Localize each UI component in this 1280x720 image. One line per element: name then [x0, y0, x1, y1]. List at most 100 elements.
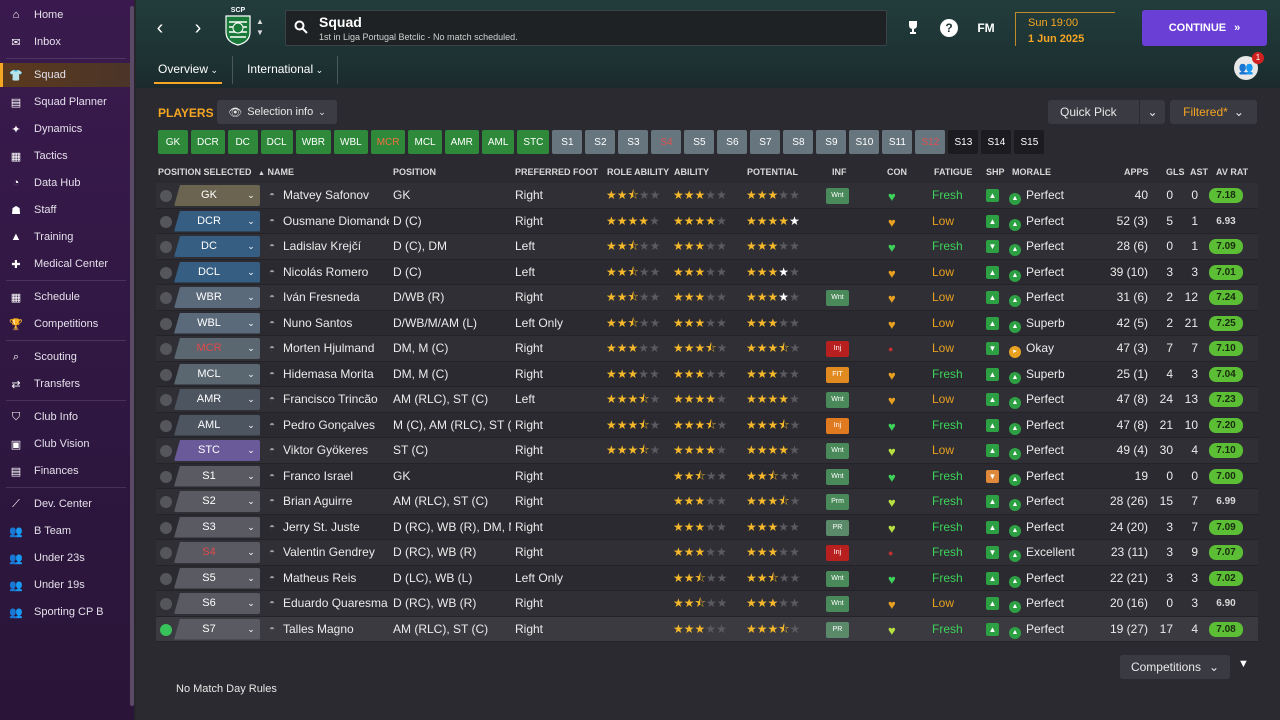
position-selected-dropdown[interactable]: MCR ⌄ [174, 338, 260, 359]
info-badge[interactable]: Wnt [826, 290, 849, 306]
sidebar-item-scouting[interactable]: ⌕ Scouting [0, 345, 130, 369]
position-selected-dropdown[interactable]: S5 ⌄ [174, 567, 260, 589]
position-selected-dropdown[interactable]: WBR ⌄ [174, 287, 260, 308]
table-row[interactable]: S6 ⌄ ◓ Eduardo Quaresma D (RC), WB (R) Right ★… [156, 591, 1258, 617]
col-inf[interactable]: INF [832, 167, 847, 177]
info-badge[interactable]: Wnt [826, 468, 849, 485]
club-crest[interactable]: SCP [222, 7, 254, 46]
position-button-s1[interactable]: S1 [552, 130, 583, 154]
info-badge[interactable]: PR [826, 621, 849, 638]
sidebar-item-inbox[interactable]: ✉ Inbox [0, 30, 130, 54]
position-selected-dropdown[interactable]: S3 ⌄ [174, 516, 260, 538]
position-button-s5[interactable]: S5 [684, 130, 715, 154]
col-role-ability[interactable]: ROLE ABILITY [607, 167, 670, 177]
position-selected-dropdown[interactable]: S4 ⌄ [174, 542, 260, 563]
sidebar-item-dev-center[interactable]: ⟋ Dev. Center [0, 492, 130, 516]
sidebar-item-schedule[interactable]: ▦ Schedule [0, 285, 130, 309]
sidebar-item-training[interactable]: ▲ Training [0, 225, 130, 249]
table-row[interactable]: S2 ⌄ ◓ Brian Aguirre AM (RLC), ST (C) Right ★★… [156, 489, 1258, 515]
table-row[interactable]: AML ⌄ ◓ Pedro Gonçalves M (C), AM (RLC), ST … [156, 412, 1258, 438]
player-name[interactable]: Ousmane Diomande [283, 213, 389, 228]
position-selected-dropdown[interactable]: GK ⌄ [174, 185, 260, 206]
player-name[interactable]: Brian Aguirre [283, 494, 353, 508]
player-name[interactable]: Ladislav Krejčí [283, 239, 362, 253]
quick-pick-button[interactable]: Quick Pick ⌄ [1048, 100, 1165, 124]
sidebar-item-home[interactable]: ⌂ Home [0, 3, 130, 27]
player-name[interactable]: Pedro Gonçalves [283, 417, 376, 432]
position-button-mcr[interactable]: MCR [370, 130, 406, 154]
position-button-s3[interactable]: S3 [618, 130, 649, 154]
player-name[interactable]: Franco Israel [283, 468, 354, 483]
sidebar-item-medical-center[interactable]: ✚ Medical Center [0, 252, 130, 276]
player-name[interactable]: Eduardo Quaresma [283, 596, 388, 610]
position-button-s6[interactable]: S6 [717, 130, 748, 154]
player-name[interactable]: Valentin Gendrey [283, 545, 375, 559]
back-button[interactable]: ‹ [156, 17, 164, 39]
table-row[interactable]: S4 ⌄ ◓ Valentin Gendrey D (RC), WB (R) Right ★… [156, 540, 1258, 566]
info-badge[interactable]: Wnt [826, 570, 849, 587]
row-select-checkbox[interactable] [160, 547, 172, 559]
row-select-checkbox[interactable] [160, 470, 172, 483]
table-row[interactable]: S7 ⌄ ◓ Talles Magno AM (RLC), ST (C) Right ★★★… [156, 616, 1258, 642]
row-select-checkbox[interactable] [160, 190, 172, 202]
sidebar-item-competitions[interactable]: 🏆 Competitions [0, 312, 130, 336]
info-badge[interactable]: PR [826, 519, 849, 536]
position-button-s15[interactable]: S15 [1014, 130, 1045, 154]
player-name[interactable]: Nicolás Romero [283, 264, 369, 279]
position-button-dcr[interactable]: DCR [191, 130, 225, 154]
row-select-checkbox[interactable] [160, 292, 172, 304]
player-name[interactable]: Nuno Santos [283, 315, 353, 330]
col-con[interactable]: CON [887, 167, 907, 177]
player-name[interactable]: Jerry St. Juste [283, 519, 360, 534]
table-row[interactable]: STC ⌄ ◓ Viktor Gyökeres ST (C) Right ★★★⯪★ ★★★★… [156, 438, 1258, 464]
forward-button[interactable]: › [194, 17, 202, 39]
table-row[interactable]: DCR ⌄ ◓ Ousmane Diomande D (C) Right ★★★★★ ★★★★… [156, 208, 1258, 234]
position-selected-dropdown[interactable]: WBL ⌄ [174, 312, 260, 334]
chevron-down-icon[interactable]: ⌄ [1139, 100, 1165, 124]
table-row[interactable]: WBL ⌄ ◓ Nuno Santos D/WB/M/AM (L) Left Only ★★… [156, 310, 1258, 336]
row-select-checkbox[interactable] [160, 598, 172, 610]
position-button-wbl[interactable]: WBL [334, 130, 368, 154]
info-badge[interactable]: Prm [826, 494, 849, 510]
search-box[interactable]: Squad 1st in Liga Portugal Betclic - No … [285, 10, 887, 46]
info-badge[interactable]: Wnt [826, 392, 849, 408]
help-icon[interactable]: ? [940, 19, 958, 37]
position-selected-dropdown[interactable]: DCL ⌄ [174, 261, 260, 283]
info-badge[interactable]: Wnt [826, 596, 849, 612]
table-row[interactable]: DCL ⌄ ◓ Nicolás Romero D (C) Left ★★⯪★★ ★★★★★ ★★… [156, 259, 1258, 285]
row-select-checkbox[interactable] [160, 623, 172, 636]
position-selected-dropdown[interactable]: DC ⌄ [174, 236, 260, 257]
position-button-s4[interactable]: S4 [651, 130, 682, 154]
table-row[interactable]: DC ⌄ ◓ Ladislav Krejčí D (C), DM Left ★★⯪★★ ★★★… [156, 234, 1258, 260]
position-button-s8[interactable]: S8 [783, 130, 814, 154]
col-shp[interactable]: SHP [986, 167, 1005, 177]
row-select-checkbox[interactable] [160, 394, 172, 406]
table-row[interactable]: AMR ⌄ ◓ Francisco Trincão AM (RLC), ST (C) Le… [156, 387, 1258, 413]
table-row[interactable]: MCL ⌄ ◓ Hidemasa Morita DM, M (C) Right ★★★★★ ★… [156, 361, 1258, 387]
position-button-dc[interactable]: DC [227, 130, 258, 154]
sidebar-item-squad-planner[interactable]: ▤ Squad Planner [0, 90, 130, 114]
sidebar-item-under-23s[interactable]: 👥 Under 23s [0, 546, 130, 570]
player-name[interactable]: Hidemasa Morita [283, 366, 374, 381]
col-fatigue[interactable]: FATIGUE [934, 167, 973, 177]
row-select-checkbox[interactable] [160, 241, 172, 253]
position-selected-dropdown[interactable]: AML ⌄ [174, 414, 260, 436]
table-row[interactable]: WBR ⌄ ◓ Iván Fresneda D/WB (R) Right ★★⯪★★ ★★★★… [156, 285, 1258, 311]
position-selected-dropdown[interactable]: S7 ⌄ [174, 618, 260, 640]
sidebar-item-dynamics[interactable]: ✦ Dynamics [0, 117, 130, 141]
position-button-aml[interactable]: AML [481, 130, 515, 154]
sidebar-item-sporting-cp-b[interactable]: 👥 Sporting CP B [0, 600, 130, 624]
sidebar-item-data-hub[interactable]: ◔ Data Hub [0, 171, 130, 195]
sidebar-item-finances[interactable]: ▤ Finances [0, 459, 130, 483]
row-select-checkbox[interactable] [160, 343, 172, 355]
position-button-s11[interactable]: S11 [882, 130, 913, 154]
position-selected-dropdown[interactable]: STC ⌄ [174, 440, 260, 461]
position-selected-dropdown[interactable]: DCR ⌄ [174, 210, 260, 232]
row-select-checkbox[interactable] [160, 572, 172, 585]
position-button-s9[interactable]: S9 [816, 130, 847, 154]
position-button-s14[interactable]: S14 [981, 130, 1012, 154]
position-button-gk[interactable]: GK [158, 130, 188, 154]
info-badge[interactable]: FIT [826, 366, 849, 383]
table-row[interactable]: MCR ⌄ ◓ Morten Hjulmand DM, M (C) Right ★★★★★ ★… [156, 336, 1258, 362]
sidebar-item-club-info[interactable]: ⛉ Club Info [0, 405, 130, 429]
